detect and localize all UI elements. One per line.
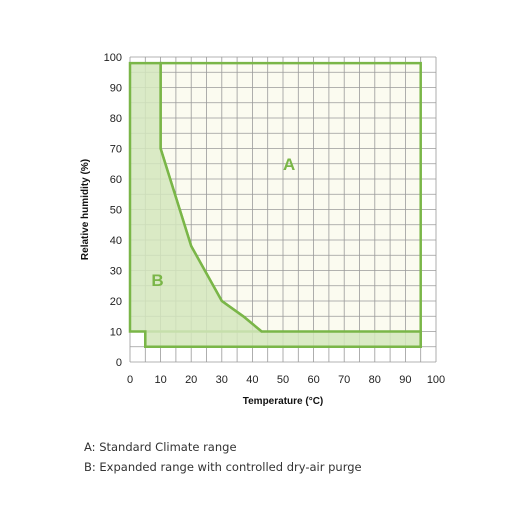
legend-a: A: Standard Climate range (84, 440, 237, 454)
y-axis-label: Relative humidity (%) (80, 159, 91, 260)
x-tick-label: 80 (369, 374, 381, 386)
y-tick-label: 30 (110, 266, 122, 278)
y-tick-label: 90 (110, 83, 122, 95)
x-tick-label: 30 (216, 374, 228, 386)
y-tick-label: 10 (110, 327, 122, 339)
x-tick-label: 50 (277, 374, 289, 386)
y-tick-label: 70 (110, 144, 122, 156)
legend-b: B: Expanded range with controlled dry-ai… (84, 460, 362, 474)
y-axis-ticks: 0 10 20 30 40 50 60 70 80 90 100 (104, 52, 122, 369)
x-tick-label: 10 (154, 374, 166, 386)
region-b-area (128, 61, 422, 349)
y-tick-label: 60 (110, 174, 122, 186)
x-tick-label: 100 (427, 374, 445, 386)
y-tick-label: 50 (110, 205, 122, 217)
x-tick-label: 40 (246, 374, 258, 386)
y-tick-label: 0 (116, 357, 122, 369)
x-tick-label: 0 (127, 374, 133, 386)
x-axis-ticks: 0 10 20 30 40 50 60 70 80 90 100 (127, 374, 445, 386)
y-tick-label: 40 (110, 235, 122, 247)
x-tick-label: 20 (185, 374, 197, 386)
region-label-a: A (283, 155, 295, 174)
y-tick-label: 20 (110, 296, 122, 308)
x-tick-label: 60 (307, 374, 319, 386)
y-tick-label: 100 (104, 52, 122, 64)
x-axis-label: Temperature (°C) (243, 396, 324, 407)
region-labels: AB (151, 155, 295, 290)
x-tick-label: 70 (338, 374, 350, 386)
x-tick-label: 90 (399, 374, 411, 386)
region-label-b: B (151, 271, 163, 290)
y-tick-label: 80 (110, 113, 122, 125)
